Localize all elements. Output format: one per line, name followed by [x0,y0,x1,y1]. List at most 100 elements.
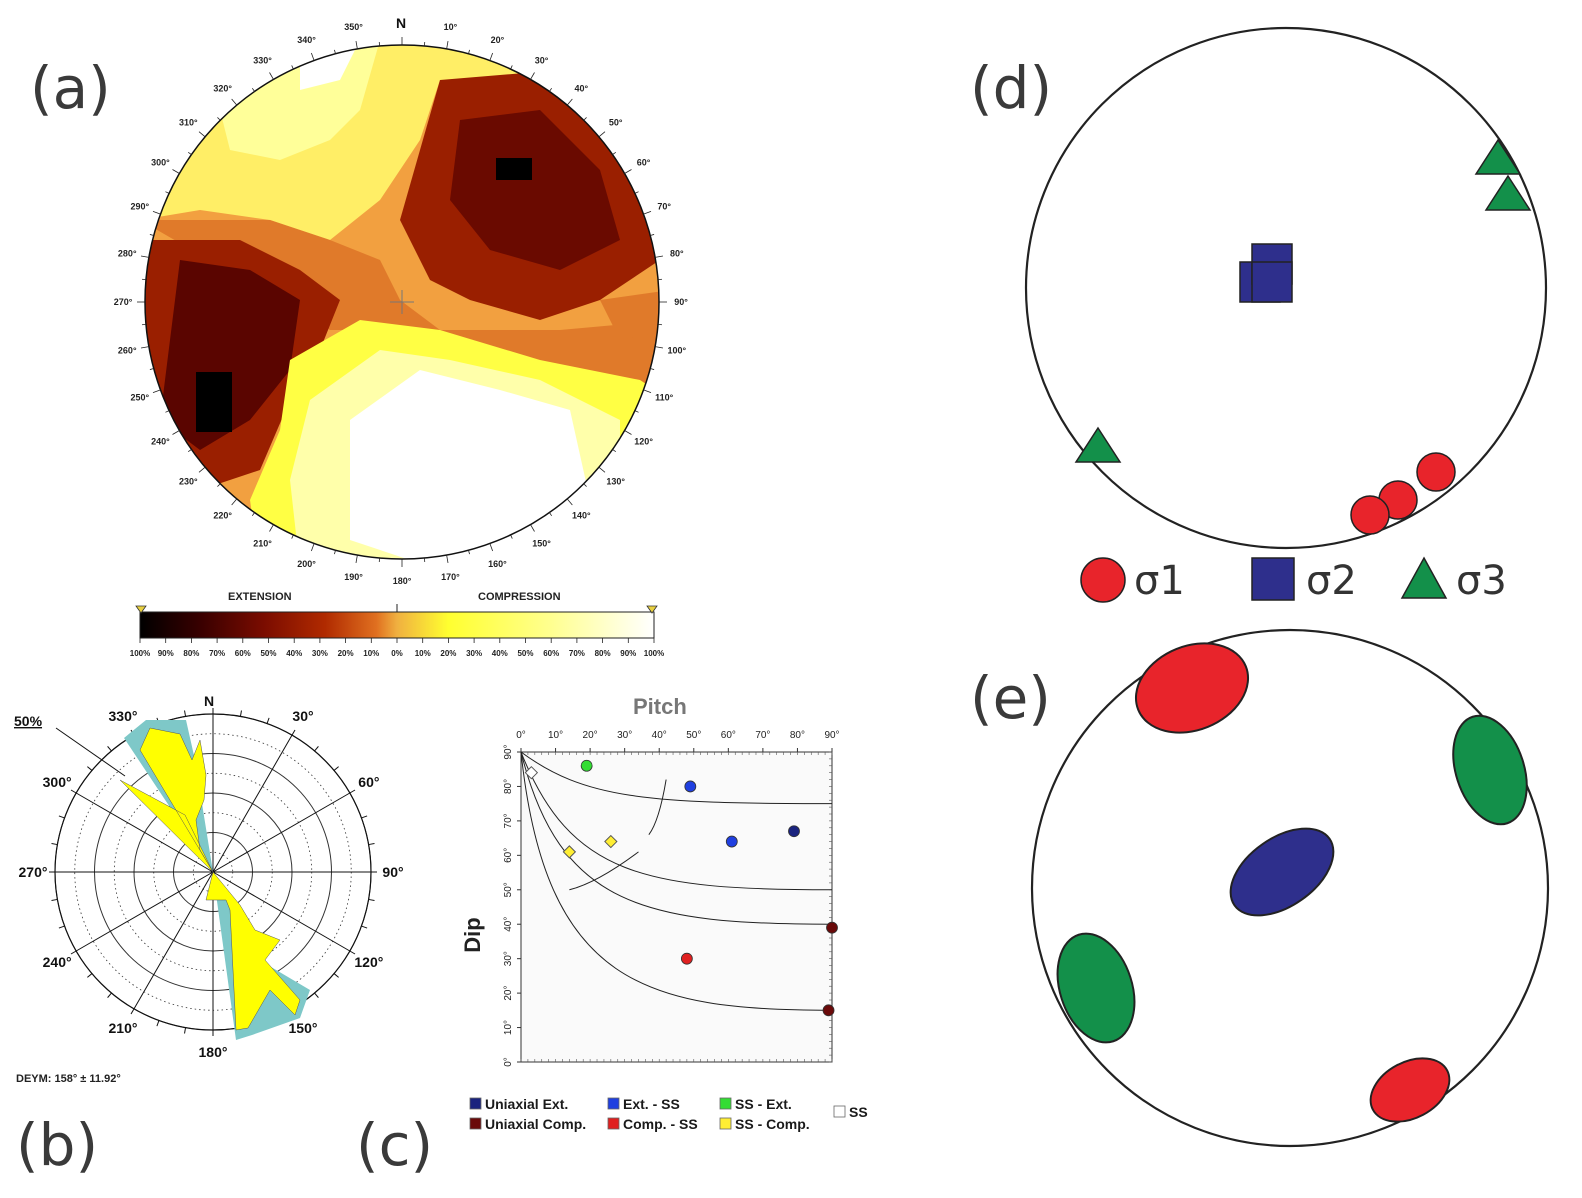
pitch-title: Pitch [633,694,687,719]
azimuth-label: 110° [655,392,674,402]
rose-angle-label: 300° [43,774,72,790]
colorbar-tick-label: 10% [415,649,431,658]
azimuth-tick [489,52,494,61]
y-tick-label: 0° [503,1057,514,1067]
azimuth-tick [251,512,255,517]
boundary-line [569,851,639,891]
colorbar-tick-label: 70% [209,649,225,658]
sigma3-triangle [1074,426,1122,463]
stress-axes-legend: σ1 σ2 σ3 [1080,556,1507,604]
azimuth-label: 310° [179,118,198,128]
sigma1-confidence-ellipse [1134,642,1250,734]
azimuth-tick [510,65,513,70]
colorbar-tick-label: 40% [492,649,508,658]
rose-angle-label: 180° [199,1044,228,1060]
sigma3-legend-label: σ3 [1456,558,1507,604]
panel-c-label: (c) [356,1111,433,1179]
azimuth-tick [655,346,664,349]
azimuth-tick [149,368,154,370]
center-cross [390,290,414,314]
azimuth-tick [643,210,652,215]
azimuth-tick [634,191,639,194]
azimuth-tick [650,234,655,236]
rose-spoke [212,734,293,873]
colorbar: EXTENSION COMPRESSION 100% 90% 80% 70% 60% 50… [130,591,664,658]
colorbar-tick-label: 40% [286,649,302,658]
azimuth-tick [583,483,587,487]
colorbar-tick-label: 100% [644,649,664,658]
azimuth-tick [140,255,149,258]
rose-tick [239,710,242,717]
y-tick-label: 20° [503,986,514,1001]
x-tick-label: 90° [824,730,839,741]
x-tick-label: 0° [516,730,526,741]
azimuth-tick [172,430,180,435]
azimuth-ticks [137,37,667,567]
x-tick-label: 50° [686,730,701,741]
colorbar-tick-label: 70% [569,649,585,658]
rose-caption: DEYM: 158° ± 11.92° [16,1073,121,1085]
colorbar-tick-label: 0% [391,649,403,658]
azimuth-tick [291,65,294,70]
sigma1-circle [1416,452,1456,492]
azimuth-tick [334,550,336,555]
legend-label-ss: SS [849,1104,868,1120]
sigma3-triangle [1474,138,1522,175]
azimuth-label: 60° [637,158,651,168]
y-tick-label: 80° [503,779,514,794]
panel-b-label: (b) [16,1111,98,1179]
rose-tick [70,789,77,794]
colorbar-tick-label: 80% [595,649,611,658]
azimuth-label: 200° [297,559,316,569]
x-tick-label: 20° [583,730,598,741]
colorbar-tick-label: 60% [235,649,251,658]
rose-angle-label: 330° [109,708,138,724]
colorbar-tick-label: 90% [620,649,636,658]
rose-angle-label: 240° [43,954,72,970]
panel-c: (c) Pitch Dip 0° 10° 20° 30° 40° 50° 60° 70° 80°… [356,694,868,1179]
colorbar-gradient [139,611,655,639]
azimuth-tick [149,234,154,236]
rose-tick [368,898,375,901]
azimuth-tick [624,430,632,435]
azimuth-label: 80° [670,249,684,259]
panel-b: (b) N 50% 30° 60° 90° 120° 150° 180° 210° 240° 2… [14,693,404,1179]
azimuth-tick [334,49,336,54]
rose-tick [368,843,375,846]
plot-frame [520,751,833,1063]
azimuth-label: 20° [491,35,505,45]
azimuth-tick [612,449,617,453]
azimuth-label: 150° [532,539,551,549]
azimuth-label: 120° [634,437,653,447]
rose-tick [291,729,296,736]
rose-spoke [75,792,214,873]
azimuth-label: 320° [213,83,232,93]
rose-angle-label: 30° [292,708,313,724]
azimuth-tick [310,52,315,61]
panel-d-label: (d) [970,54,1052,122]
azimuth-tick [187,449,192,453]
classification-curve [520,751,833,1011]
classification-curves [520,751,833,1011]
sigma3-confidence-ellipse [1056,932,1136,1044]
azimuth-tick [355,40,358,49]
legend-label-ss_comp: SS - Comp. [735,1116,810,1132]
legend-label-ss_ext: SS - Ext. [735,1096,792,1112]
panel-a-label: (a) [30,54,111,122]
rose-tick [58,925,65,929]
rose-spoke [212,792,351,873]
sigma1-legend-icon [1080,557,1126,603]
azimuth-tick [566,498,573,506]
colorbar-tick-label: 50% [260,649,276,658]
data-point-ss [524,765,539,780]
azimuth-label: 30° [535,55,549,65]
legend-label-comp_ss: Comp. - SS [623,1116,698,1132]
azimuth-label: 300° [151,158,170,168]
sigma3-triangle [1484,174,1532,211]
y-tick-label: 90° [503,744,514,759]
y-tick-label: 10° [503,1020,514,1035]
azimuth-tick [446,555,449,564]
azimuth-tick [231,98,238,106]
azimuth-tick [217,117,221,121]
sigma3-legend-icon [1400,556,1448,599]
